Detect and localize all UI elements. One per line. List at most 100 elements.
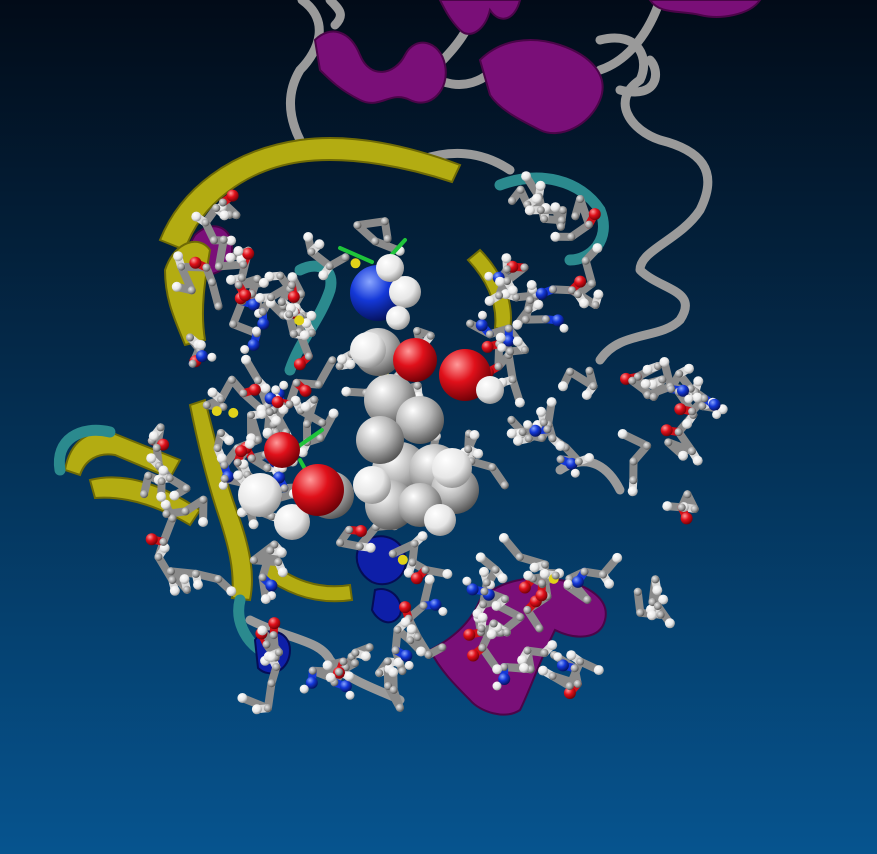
carbon-atom bbox=[688, 447, 696, 456]
ligand-hydrogen bbox=[353, 466, 391, 504]
nitrogen-atom bbox=[247, 338, 260, 351]
carbon-atom bbox=[159, 537, 168, 546]
hydrogen-atom bbox=[207, 352, 217, 362]
carbon-atom bbox=[254, 435, 263, 444]
carbon-atom bbox=[540, 648, 549, 657]
carbon-atom bbox=[266, 546, 275, 555]
hydrogen-atom bbox=[233, 246, 244, 256]
hydrogen-atom bbox=[225, 252, 236, 263]
carbon-atom bbox=[162, 509, 171, 518]
hydrogen-atom bbox=[365, 542, 376, 553]
carbon-atom bbox=[478, 643, 487, 652]
ligand-hydrogen bbox=[476, 376, 504, 404]
hydrogen-atom bbox=[640, 379, 651, 389]
carbon-atom bbox=[508, 196, 516, 205]
carbon-atom bbox=[573, 679, 582, 688]
carbon-atom bbox=[214, 302, 223, 311]
oxygen-atom bbox=[674, 403, 687, 416]
nitrogen-atom bbox=[502, 334, 515, 347]
carbon-atom bbox=[495, 291, 504, 300]
bond bbox=[263, 679, 276, 713]
hydrogen-atom bbox=[492, 664, 503, 675]
carbon-atom bbox=[589, 382, 598, 391]
carbon-atom bbox=[219, 402, 228, 411]
carbon-atom bbox=[585, 220, 593, 229]
carbon-atom bbox=[494, 362, 503, 371]
hydrogen-atom bbox=[325, 672, 336, 683]
hydrogen-atom bbox=[173, 251, 184, 262]
hydrogen-atom bbox=[360, 651, 371, 662]
carbon-atom bbox=[239, 260, 248, 269]
carbon-atom bbox=[524, 434, 533, 443]
hydrogen-atom bbox=[300, 401, 311, 412]
carbon-atom bbox=[219, 235, 228, 244]
hydrogen-atom bbox=[403, 567, 414, 578]
nitrogen-atom bbox=[265, 579, 278, 592]
hydrogen-atom bbox=[219, 210, 230, 221]
carbon-atom bbox=[516, 185, 525, 194]
bond bbox=[565, 657, 585, 691]
nitrogen-atom bbox=[708, 398, 721, 411]
hydrogen-atom bbox=[521, 171, 532, 182]
carbon-atom bbox=[548, 285, 557, 294]
oxygen-atom bbox=[248, 383, 261, 396]
carbon-atom bbox=[658, 375, 667, 384]
carbon-atom bbox=[508, 375, 517, 384]
carbon-atom bbox=[588, 279, 596, 288]
nitrogen-atom bbox=[305, 676, 318, 689]
carbon-atom bbox=[355, 542, 364, 551]
carbon-atom bbox=[565, 682, 574, 691]
carbon-atom bbox=[383, 234, 392, 243]
carbon-atom bbox=[599, 570, 607, 579]
carbon-atom bbox=[234, 281, 243, 289]
hydrogen-atom bbox=[491, 601, 502, 611]
hydrogen-atom bbox=[563, 579, 573, 589]
carbon-atom bbox=[567, 286, 576, 295]
oxygen-atom bbox=[271, 396, 284, 408]
carbon-atom bbox=[335, 668, 343, 676]
hydrogen-atom bbox=[158, 465, 169, 476]
carbon-atom bbox=[218, 198, 227, 207]
hydrogen-atom bbox=[266, 652, 277, 663]
hydrogen-atom bbox=[226, 235, 237, 246]
ligand-hydrogen bbox=[432, 448, 472, 488]
hydrogen-atom bbox=[207, 387, 218, 398]
carbon-atom bbox=[274, 558, 283, 567]
hydrogen-atom bbox=[475, 552, 486, 563]
carbon-atom bbox=[214, 262, 223, 271]
hydrogen-atom bbox=[558, 381, 568, 392]
hydrogen-atom bbox=[535, 180, 546, 191]
carbon-atom bbox=[526, 296, 535, 305]
hydrogen-atom bbox=[297, 447, 308, 458]
hydrogen-atom bbox=[507, 285, 518, 296]
hydrogen-atom bbox=[438, 607, 448, 616]
hydrogen-atom bbox=[169, 490, 180, 501]
hydrogen-atom bbox=[299, 330, 310, 341]
hydrogen-atom bbox=[328, 408, 339, 419]
bond bbox=[159, 514, 177, 546]
hydrogen-atom bbox=[519, 663, 529, 673]
cartoon-helix bbox=[188, 0, 762, 716]
hydrogen-atom bbox=[692, 455, 703, 466]
carbon-atom bbox=[633, 587, 642, 596]
nitrogen-atom bbox=[257, 317, 270, 330]
carbon-atom bbox=[258, 573, 267, 582]
hydrogen-atom bbox=[393, 657, 404, 668]
bond bbox=[229, 297, 247, 329]
carbon-atom bbox=[152, 443, 161, 452]
carbon-atom bbox=[389, 685, 398, 694]
hydrogen-atom bbox=[299, 684, 309, 694]
ligand-carbon bbox=[396, 396, 444, 444]
hydrogen-atom bbox=[271, 385, 281, 395]
carbon-atom bbox=[292, 378, 301, 387]
hydrogen-atom bbox=[406, 624, 417, 635]
oxygen-atom bbox=[535, 589, 548, 602]
hydrogen-atom bbox=[684, 394, 694, 404]
carbon-atom bbox=[591, 301, 600, 309]
carbon-atom bbox=[201, 218, 210, 227]
hydrogen-atom bbox=[523, 570, 534, 581]
carbon-atom bbox=[213, 444, 222, 453]
hydrogen-atom bbox=[337, 354, 347, 365]
oxygen-atom bbox=[518, 581, 531, 594]
